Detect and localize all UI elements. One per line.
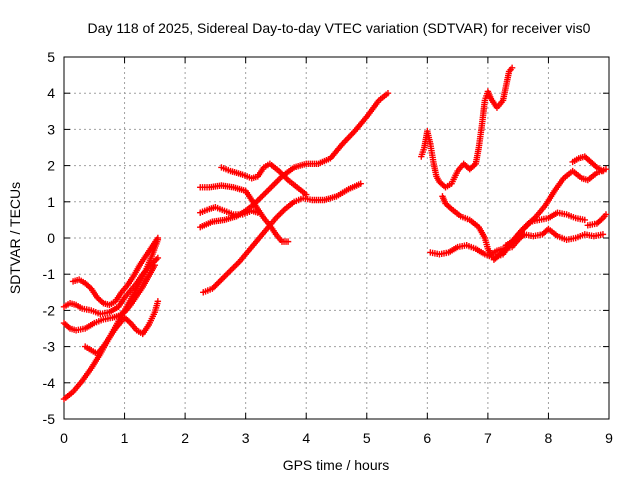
y-tick-label: 2: [47, 158, 55, 174]
y-tick-label: 1: [47, 194, 55, 210]
data-point-marker: [262, 189, 269, 197]
x-tick-label: 1: [121, 430, 129, 446]
data-point-marker: [268, 183, 275, 191]
y-axis-title: SDTVAR / TECUs: [7, 182, 23, 294]
data-point-marker: [224, 270, 231, 277]
series-arc-10: [218, 160, 310, 198]
series-arc-03: [60, 261, 159, 334]
y-tick-label: 0: [47, 230, 55, 246]
data-point-marker: [257, 194, 265, 201]
data-point-marker: [154, 254, 162, 262]
data-point-marker: [263, 188, 271, 195]
x-tick-label: 9: [605, 430, 613, 446]
y-tick-label: -3: [43, 339, 56, 355]
y-tick-label: -1: [43, 266, 56, 282]
data-point-marker: [274, 213, 281, 220]
data-point-marker: [259, 192, 266, 200]
data-point-marker: [269, 182, 277, 189]
axis-ticks: 0 1 2 3 4 5 6 7 8 9 -5 -4 -3 -2 -1 0 1 2 3 4 5: [43, 49, 614, 446]
data-point-marker: [154, 234, 162, 242]
data-point-marker: [303, 191, 310, 198]
data-point-marker: [599, 231, 607, 238]
x-tick-label: 2: [181, 430, 189, 446]
series-arc-02: [60, 254, 162, 318]
data-point-marker: [275, 211, 283, 219]
data-point-marker: [212, 282, 219, 289]
data-point-marker: [278, 208, 286, 216]
data-point-marker: [234, 259, 242, 267]
y-tick-label: 4: [47, 85, 55, 101]
y-tick-label: 5: [47, 49, 55, 65]
data-point-marker: [228, 265, 236, 273]
data-point-marker: [221, 273, 228, 280]
data-point-marker: [230, 264, 237, 271]
series-arc-01: [60, 236, 162, 403]
data-series: [60, 64, 610, 403]
data-point-marker: [216, 277, 224, 285]
data-point-marker: [231, 262, 239, 270]
data-point-marker: [275, 176, 283, 183]
data-point-marker: [284, 238, 292, 245]
series-arc-06: [200, 180, 364, 296]
data-point-marker: [266, 185, 274, 192]
data-point-marker: [151, 261, 159, 269]
data-point-marker: [384, 90, 392, 97]
data-point-marker: [280, 207, 287, 214]
data-point-marker: [277, 210, 284, 217]
data-point-marker: [274, 177, 281, 185]
series-arc-05: [81, 298, 162, 358]
x-tick-label: 3: [242, 430, 250, 446]
data-point-marker: [602, 211, 610, 218]
y-tick-label: -5: [43, 411, 56, 427]
data-point-marker: [215, 279, 222, 286]
x-tick-label: 0: [60, 430, 68, 446]
data-point-marker: [265, 186, 272, 194]
data-point-marker: [271, 180, 278, 188]
x-tick-label: 7: [484, 430, 492, 446]
series-arc-11: [418, 64, 516, 191]
series-arc-16: [569, 153, 607, 175]
data-point-marker: [225, 268, 233, 276]
x-tick-label: 5: [363, 430, 371, 446]
data-point-marker: [154, 298, 162, 305]
data-point-marker: [508, 64, 516, 72]
series-arc-13: [427, 209, 588, 262]
y-tick-label: -2: [43, 302, 56, 318]
data-point-marker: [357, 180, 364, 187]
data-point-marker: [213, 280, 221, 288]
y-tick-label: -4: [43, 375, 56, 391]
data-point-marker: [581, 216, 588, 224]
series-arc-17: [584, 211, 610, 229]
x-tick-label: 4: [302, 430, 310, 446]
grid: [64, 57, 609, 419]
data-point-marker: [254, 209, 261, 216]
chart-title: Day 118 of 2025, Sidereal Day-to-day VTE…: [88, 20, 591, 36]
series-arc-07: [197, 182, 292, 245]
data-point-marker: [153, 256, 160, 263]
data-point-marker: [222, 271, 230, 279]
data-point-marker: [219, 274, 227, 282]
series-arc-15: [502, 225, 607, 249]
data-point-marker: [227, 267, 234, 274]
x-axis-title: GPS time / hours: [283, 457, 390, 473]
data-point-marker: [260, 191, 268, 198]
data-point-marker: [233, 261, 240, 268]
x-tick-label: 6: [423, 430, 431, 446]
x-tick-label: 8: [545, 430, 553, 446]
data-point-marker: [599, 167, 607, 175]
y-tick-label: 3: [47, 121, 55, 137]
series-arc-14: [490, 166, 610, 263]
data-point-marker: [218, 276, 225, 283]
series-arc-04: [69, 234, 162, 309]
data-point-marker: [272, 179, 280, 186]
data-point-marker: [256, 195, 263, 203]
